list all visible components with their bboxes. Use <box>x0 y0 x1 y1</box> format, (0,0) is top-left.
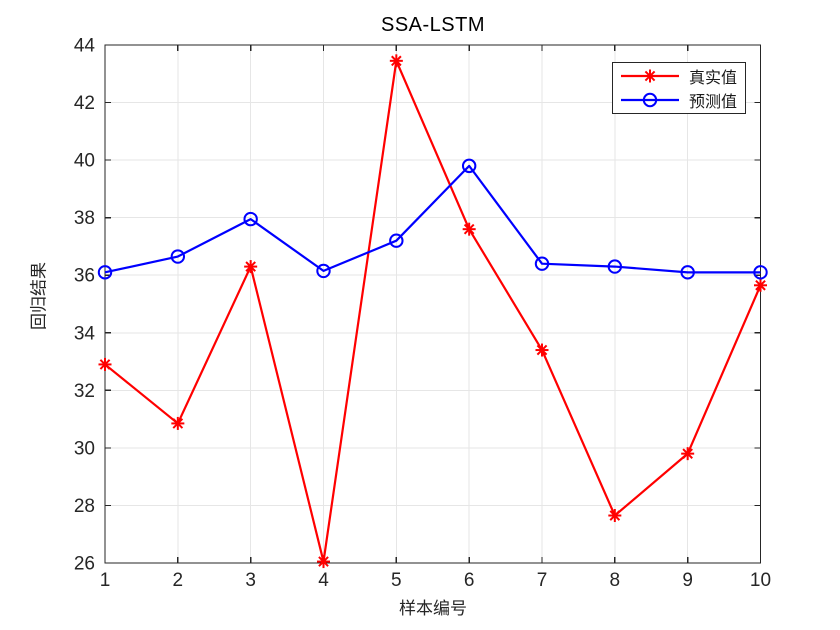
svg-text:38: 38 <box>74 208 95 229</box>
legend-circle-line-icon <box>621 92 679 108</box>
chart-title: SSA-LSTM <box>380 14 486 36</box>
svg-text:1: 1 <box>100 570 111 591</box>
svg-text:28: 28 <box>74 496 95 517</box>
legend-asterisk-line-icon <box>621 69 679 83</box>
svg-text:7: 7 <box>537 570 548 591</box>
legend-entry-actual: 真实值 <box>619 66 739 87</box>
svg-text:8: 8 <box>610 570 621 591</box>
legend-label-predicted: 预测值 <box>689 94 738 111</box>
svg-text:44: 44 <box>74 36 96 57</box>
svg-text:42: 42 <box>74 93 95 114</box>
svg-text:10: 10 <box>750 570 771 591</box>
svg-text:9: 9 <box>682 570 693 591</box>
legend-label-actual: 真实值 <box>689 70 738 87</box>
axes-box <box>104 44 762 564</box>
svg-text:34: 34 <box>74 323 96 344</box>
svg-text:4: 4 <box>318 570 329 591</box>
series-predicted <box>97 158 768 280</box>
svg-text:40: 40 <box>74 151 95 172</box>
svg-text:3: 3 <box>245 570 256 591</box>
legend-entry-predicted: 预测值 <box>619 90 739 111</box>
svg-text:6: 6 <box>464 570 475 591</box>
y-axis-label: 回归结果 <box>29 262 49 330</box>
svg-text:26: 26 <box>74 554 95 575</box>
x-axis-label: 样本编号 <box>399 599 467 618</box>
grid-lines <box>104 44 761 564</box>
svg-text:2: 2 <box>173 570 184 591</box>
legend[interactable]: 真实值 预测值 <box>612 62 746 114</box>
svg-text:32: 32 <box>74 381 95 402</box>
svg-text:36: 36 <box>74 266 95 287</box>
series-actual <box>98 54 767 569</box>
svg-text:30: 30 <box>74 438 95 459</box>
svg-text:5: 5 <box>391 570 402 591</box>
